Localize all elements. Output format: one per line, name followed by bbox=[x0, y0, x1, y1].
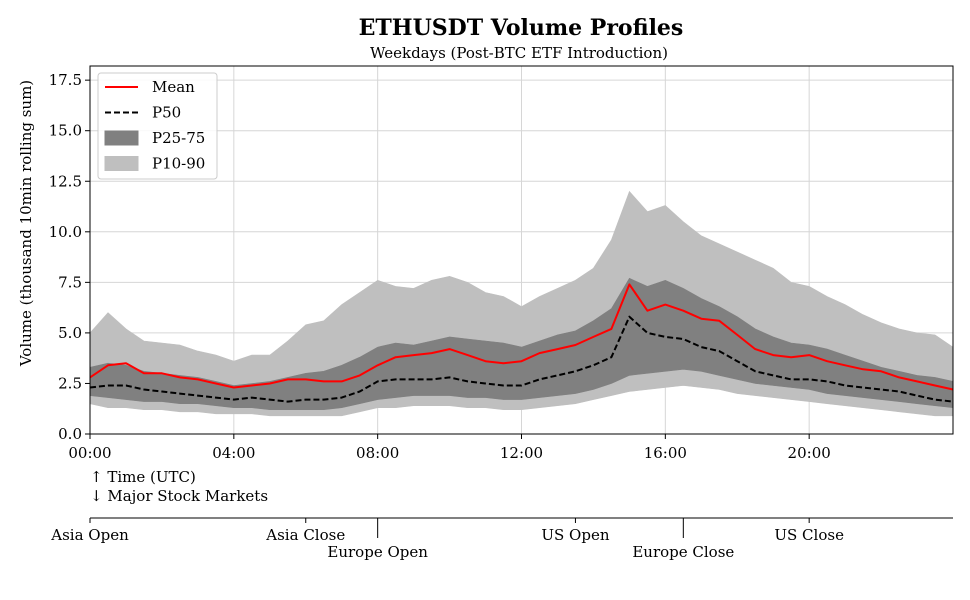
y-tick-label-1: 2.5 bbox=[58, 374, 82, 392]
y-tick-label-0: 0.0 bbox=[58, 425, 82, 443]
series-line-p50 bbox=[89, 315, 954, 403]
legend-label-p50: P50 bbox=[152, 104, 181, 122]
market-label-asia-open: Asia Open bbox=[50, 526, 129, 544]
y-tick-label-2: 5.0 bbox=[58, 324, 82, 342]
x-tick-label-4: 16:00 bbox=[644, 444, 687, 462]
y-tick-label-5: 12.5 bbox=[49, 172, 82, 190]
x-tick-label-2: 08:00 bbox=[356, 444, 399, 462]
market-label-europe-close: Europe Close bbox=[632, 543, 734, 561]
y-tick-label-3: 7.5 bbox=[58, 273, 82, 291]
x-tick-label-5: 20:00 bbox=[788, 444, 831, 462]
market-label-us-close: US Close bbox=[774, 526, 844, 544]
x-tick-label-3: 12:00 bbox=[500, 444, 543, 462]
chart-title: ETHUSDT Volume Profiles bbox=[359, 15, 684, 41]
markets-header-time: ↑ Time (UTC) bbox=[90, 468, 196, 486]
legend-box bbox=[97, 72, 218, 180]
markets-header-markets: ↓ Major Stock Markets bbox=[90, 487, 268, 505]
legend-swatch-p25-75 bbox=[104, 130, 139, 146]
legend-label-mean: Mean bbox=[152, 78, 195, 96]
legend-label-p10-90: P10-90 bbox=[152, 155, 205, 173]
y-tick-label-4: 10.0 bbox=[49, 223, 82, 241]
x-tick-label-0: 00:00 bbox=[68, 444, 111, 462]
x-tick-label-1: 04:00 bbox=[212, 444, 255, 462]
y-axis-label: Volume (thousand 10min rolling sum) bbox=[17, 80, 35, 367]
chart-subtitle: Weekdays (Post-BTC ETF Introduction) bbox=[370, 44, 668, 62]
legend-label-p25-75: P25-75 bbox=[152, 129, 205, 147]
series-line-mean bbox=[89, 283, 954, 391]
legend-swatch-p10-90 bbox=[104, 156, 139, 171]
market-label-asia-close: Asia Close bbox=[265, 526, 345, 544]
market-label-us-open: US Open bbox=[541, 526, 609, 544]
y-tick-label-7: 17.5 bbox=[49, 71, 82, 89]
market-label-europe-open: Europe Open bbox=[327, 543, 428, 561]
y-tick-label-6: 15.0 bbox=[49, 122, 82, 140]
